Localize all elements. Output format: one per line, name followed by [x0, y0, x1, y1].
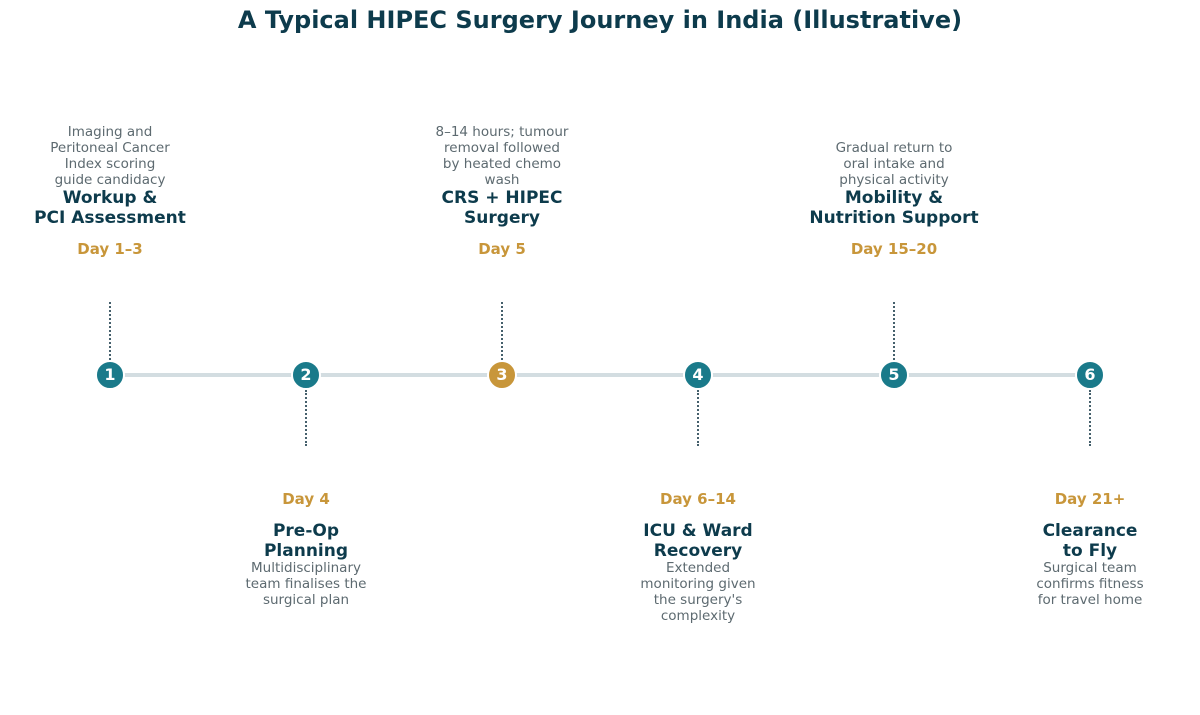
step-connector: [697, 390, 699, 446]
step-day-label: Day 1–3: [77, 240, 143, 258]
step-node: 5: [879, 360, 909, 390]
step-description: Extended monitoring given the surgery's …: [640, 560, 756, 624]
step-connector: [1089, 390, 1091, 446]
step-node: 6: [1075, 360, 1105, 390]
timeline-axis: [110, 373, 1090, 377]
step-description: 8–14 hours; tumour removal followed by h…: [435, 124, 569, 188]
step-node: 2: [291, 360, 321, 390]
step-node: 1: [95, 360, 125, 390]
page-title: A Typical HIPEC Surgery Journey in India…: [237, 6, 963, 34]
step-title: Pre-Op Planning: [263, 521, 349, 561]
step-description: Gradual return to oral intake and physic…: [835, 140, 953, 188]
step-title: Workup & PCI Assessment: [34, 188, 186, 228]
step-day-label: Day 6–14: [660, 490, 736, 508]
step-title: CRS + HIPEC Surgery: [441, 188, 563, 228]
step-node: 3: [487, 360, 517, 390]
step-title: Mobility & Nutrition Support: [809, 188, 979, 228]
step-title: Clearance to Fly: [1042, 521, 1138, 561]
step-day-label: Day 4: [282, 490, 330, 508]
step-node: 4: [683, 360, 713, 390]
step-title: ICU & Ward Recovery: [643, 521, 753, 561]
step-connector: [109, 302, 111, 360]
step-connector: [893, 302, 895, 360]
step-day-label: Day 21+: [1054, 490, 1126, 508]
step-description: Surgical team confirms fitness for trave…: [1036, 560, 1144, 608]
step-description: Imaging and Peritoneal Cancer Index scor…: [50, 124, 170, 188]
step-connector: [501, 302, 503, 360]
step-connector: [305, 390, 307, 446]
step-day-label: Day 5: [478, 240, 526, 258]
step-description: Multidisciplinary team finalises the sur…: [245, 560, 367, 608]
step-day-label: Day 15–20: [850, 240, 938, 258]
